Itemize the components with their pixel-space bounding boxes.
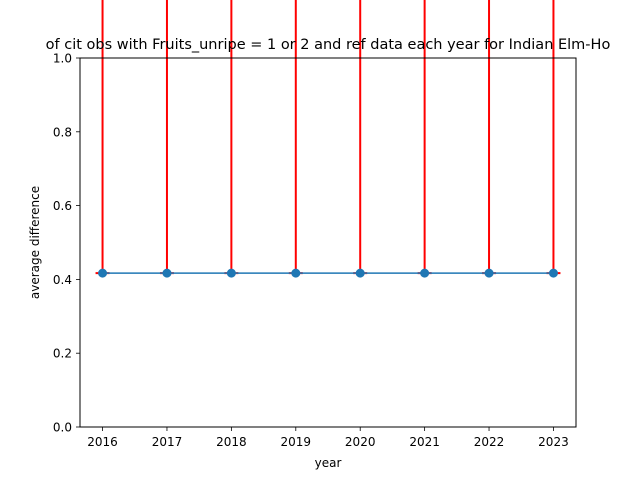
data-point (291, 268, 301, 278)
x-axis: 2016 2017 2018 2019 2020 2021 2022 2023 (87, 427, 569, 449)
y-tick-label: 0.2 (53, 347, 72, 361)
y-axis-label: average difference (28, 186, 42, 299)
x-tick-label: 2017 (152, 435, 183, 449)
x-tick-label: 2020 (345, 435, 376, 449)
x-tick-label: 2023 (538, 435, 569, 449)
x-tick-label: 2018 (216, 435, 247, 449)
data-point (420, 268, 430, 278)
data-point (484, 268, 494, 278)
y-tick-label: 0.4 (53, 273, 72, 287)
data-series (98, 268, 558, 278)
y-tick-label: 1.0 (53, 52, 72, 66)
data-point (355, 268, 365, 278)
y-tick-label: 0.8 (53, 125, 72, 139)
y-tick-label: 0.0 (53, 421, 72, 435)
data-point (226, 268, 236, 278)
x-tick-label: 2016 (87, 435, 118, 449)
chart-title: of cit obs with Fruits_unripe = 1 or 2 a… (46, 37, 611, 53)
x-tick-label: 2021 (409, 435, 440, 449)
x-tick-label: 2019 (281, 435, 312, 449)
data-point (162, 268, 172, 278)
x-tick-label: 2022 (474, 435, 505, 449)
plot-frame (79, 57, 577, 428)
y-axis: 0.0 0.2 0.4 0.6 0.8 1.0 (53, 52, 80, 435)
data-point (98, 268, 108, 278)
data-point (548, 268, 558, 278)
y-tick-label: 0.6 (53, 199, 72, 213)
x-axis-label: year (315, 456, 342, 470)
